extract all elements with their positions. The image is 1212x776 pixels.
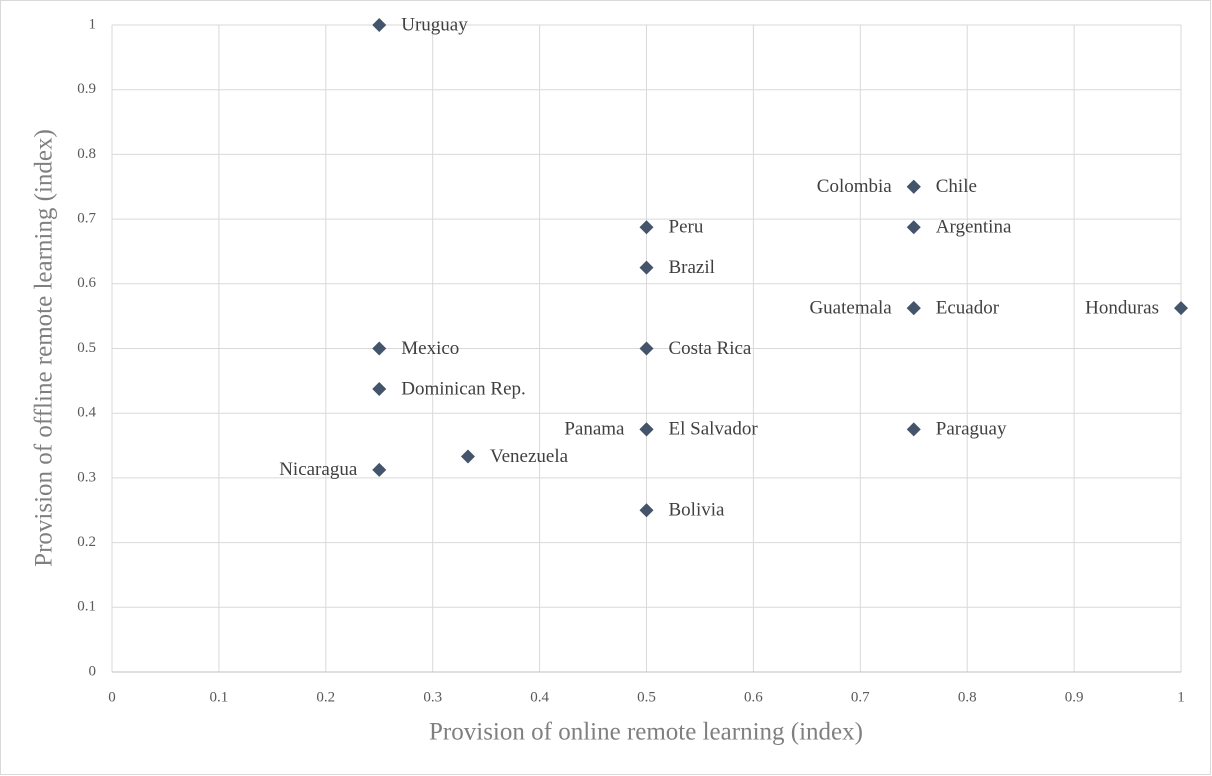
x-tick-label: 0.5	[637, 689, 656, 705]
point-label: Mexico	[401, 338, 459, 359]
y-tick-label: 0.3	[77, 469, 96, 485]
y-axis-title: Provision of offline remote learning (in…	[31, 129, 58, 567]
point-label: Guatemala	[809, 297, 892, 318]
point-label: Colombia	[817, 176, 893, 197]
point-label: Chile	[936, 176, 977, 197]
point	[639, 341, 654, 356]
point	[372, 381, 387, 396]
point	[372, 462, 387, 477]
point	[372, 341, 387, 356]
point	[906, 301, 921, 316]
x-axis-title: Provision of online remote learning (ind…	[429, 719, 863, 746]
point	[372, 18, 387, 32]
y-tick-label: 0.8	[77, 146, 96, 162]
y-tick-label: 0.1	[77, 599, 96, 615]
x-tick-label: 1	[1177, 689, 1185, 705]
point	[906, 179, 921, 194]
y-tick-label: 0.7	[77, 211, 96, 227]
x-tick-label: 0.7	[851, 689, 870, 705]
y-tick-label: 0.5	[77, 340, 96, 356]
y-tick-label: 0	[89, 663, 97, 679]
x-tick-label: 0	[108, 689, 116, 705]
y-tick-label: 0.6	[77, 275, 96, 291]
x-tick-label: 0.6	[744, 689, 763, 705]
point-label: Bolivia	[669, 500, 726, 521]
point-label: Honduras	[1085, 297, 1159, 318]
x-tick-label: 0.2	[316, 689, 335, 705]
point-label: Brazil	[669, 257, 715, 278]
y-tick-label: 0.4	[77, 405, 96, 421]
x-tick-label: 0.8	[958, 689, 977, 705]
point	[639, 503, 654, 518]
point-label: Uruguay	[401, 14, 468, 35]
point-label: Argentina	[936, 217, 1012, 238]
point	[639, 260, 654, 275]
point-label: Costa Rica	[669, 338, 752, 359]
point	[460, 449, 475, 464]
x-tick-label: 0.3	[423, 689, 442, 705]
y-tick-label: 1	[89, 16, 97, 32]
point	[639, 220, 654, 235]
point-label: Dominican Rep.	[401, 378, 526, 399]
x-tick-label: 0.9	[1065, 689, 1084, 705]
y-tick-label: 0.9	[77, 81, 96, 97]
point	[1174, 301, 1188, 316]
point-label: Paraguay	[936, 419, 1007, 440]
point-label: Peru	[669, 217, 704, 238]
x-tick-label: 0.4	[530, 689, 549, 705]
point-label: Nicaragua	[279, 459, 358, 480]
point-label: Panama	[564, 419, 625, 440]
point-label: Ecuador	[936, 297, 1000, 318]
x-tick-label: 0.1	[210, 689, 229, 705]
point	[906, 422, 921, 437]
point	[906, 220, 921, 235]
point-label: Venezuela	[490, 446, 569, 467]
point	[639, 422, 654, 437]
point-label: El Salvador	[669, 419, 759, 440]
y-tick-label: 0.2	[77, 534, 96, 550]
